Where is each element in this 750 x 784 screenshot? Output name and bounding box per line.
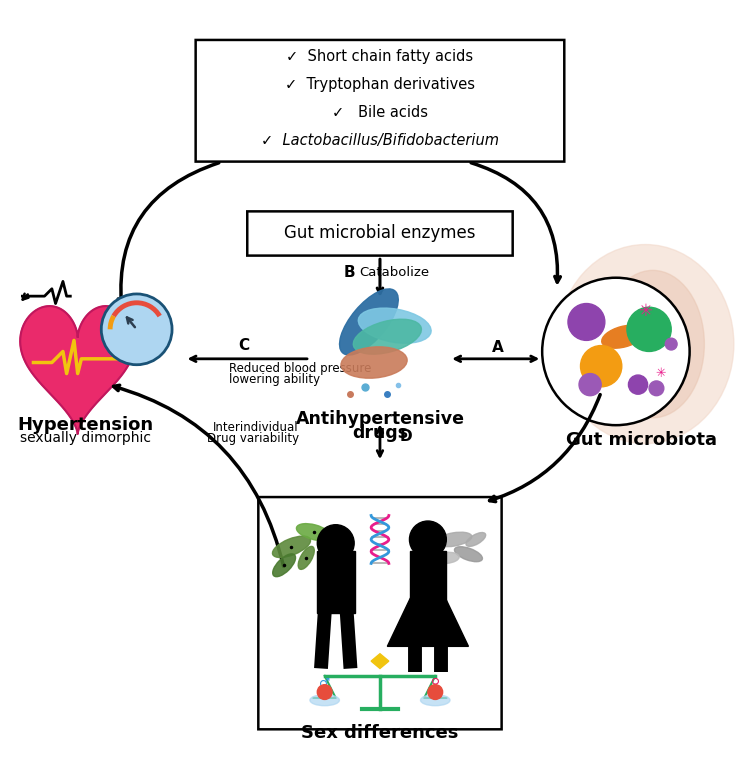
Ellipse shape xyxy=(433,552,459,564)
Text: drugs: drugs xyxy=(352,423,408,441)
Text: ✓  Short chain fatty acids: ✓ Short chain fatty acids xyxy=(286,49,473,64)
Circle shape xyxy=(542,278,690,425)
Text: Sex differences: Sex differences xyxy=(302,724,459,742)
Ellipse shape xyxy=(602,325,645,348)
Ellipse shape xyxy=(454,546,482,561)
Text: Drug variability: Drug variability xyxy=(207,432,298,445)
Ellipse shape xyxy=(340,289,398,355)
Ellipse shape xyxy=(323,535,334,558)
Ellipse shape xyxy=(557,245,734,444)
Circle shape xyxy=(579,373,602,396)
Text: A: A xyxy=(492,340,504,355)
Text: lowering ability: lowering ability xyxy=(229,373,320,386)
Circle shape xyxy=(580,346,622,387)
Text: ✓   Bile acids: ✓ Bile acids xyxy=(332,105,428,120)
Circle shape xyxy=(568,303,604,340)
FancyBboxPatch shape xyxy=(248,212,513,256)
Text: ♂: ♂ xyxy=(319,677,330,690)
Ellipse shape xyxy=(273,554,296,577)
Text: ✓  Lactobacillus/Bifidobacterium: ✓ Lactobacillus/Bifidobacterium xyxy=(261,133,499,148)
Text: B: B xyxy=(344,265,355,280)
Ellipse shape xyxy=(466,532,486,546)
Ellipse shape xyxy=(421,695,450,706)
Polygon shape xyxy=(387,598,469,646)
Text: Antihypertensive: Antihypertensive xyxy=(296,410,464,428)
Bar xyxy=(316,550,355,613)
Text: Interindividual: Interindividual xyxy=(213,421,298,434)
Text: ♀: ♀ xyxy=(430,677,439,690)
Ellipse shape xyxy=(341,347,407,378)
Circle shape xyxy=(410,521,446,558)
Text: ✳: ✳ xyxy=(638,302,652,320)
Ellipse shape xyxy=(298,546,314,569)
Circle shape xyxy=(428,684,442,699)
Ellipse shape xyxy=(310,695,340,706)
Ellipse shape xyxy=(272,536,310,557)
FancyBboxPatch shape xyxy=(258,497,502,729)
Bar xyxy=(410,550,446,602)
Circle shape xyxy=(317,684,332,699)
Circle shape xyxy=(627,307,671,351)
Circle shape xyxy=(101,294,172,365)
Polygon shape xyxy=(371,654,388,669)
Ellipse shape xyxy=(358,308,431,343)
Text: sexually dimorphic: sexually dimorphic xyxy=(20,430,151,445)
Text: C: C xyxy=(238,338,249,353)
Text: D: D xyxy=(400,429,412,444)
Text: Hypertension: Hypertension xyxy=(17,416,153,434)
Text: ✓  Tryptophan derivatives: ✓ Tryptophan derivatives xyxy=(285,77,475,92)
Text: Gut microbiota: Gut microbiota xyxy=(566,431,717,449)
Text: Catabolize: Catabolize xyxy=(359,266,430,279)
Circle shape xyxy=(649,381,664,396)
Ellipse shape xyxy=(353,319,422,354)
Circle shape xyxy=(317,524,354,561)
Circle shape xyxy=(665,338,677,350)
Ellipse shape xyxy=(296,524,331,540)
Ellipse shape xyxy=(436,532,472,546)
Text: ✳: ✳ xyxy=(655,367,665,380)
Ellipse shape xyxy=(602,270,704,418)
Polygon shape xyxy=(20,306,135,434)
FancyBboxPatch shape xyxy=(196,40,564,162)
Text: Reduced blood pressure: Reduced blood pressure xyxy=(229,362,371,375)
Text: Gut microbial enzymes: Gut microbial enzymes xyxy=(284,224,476,242)
Circle shape xyxy=(628,375,647,394)
